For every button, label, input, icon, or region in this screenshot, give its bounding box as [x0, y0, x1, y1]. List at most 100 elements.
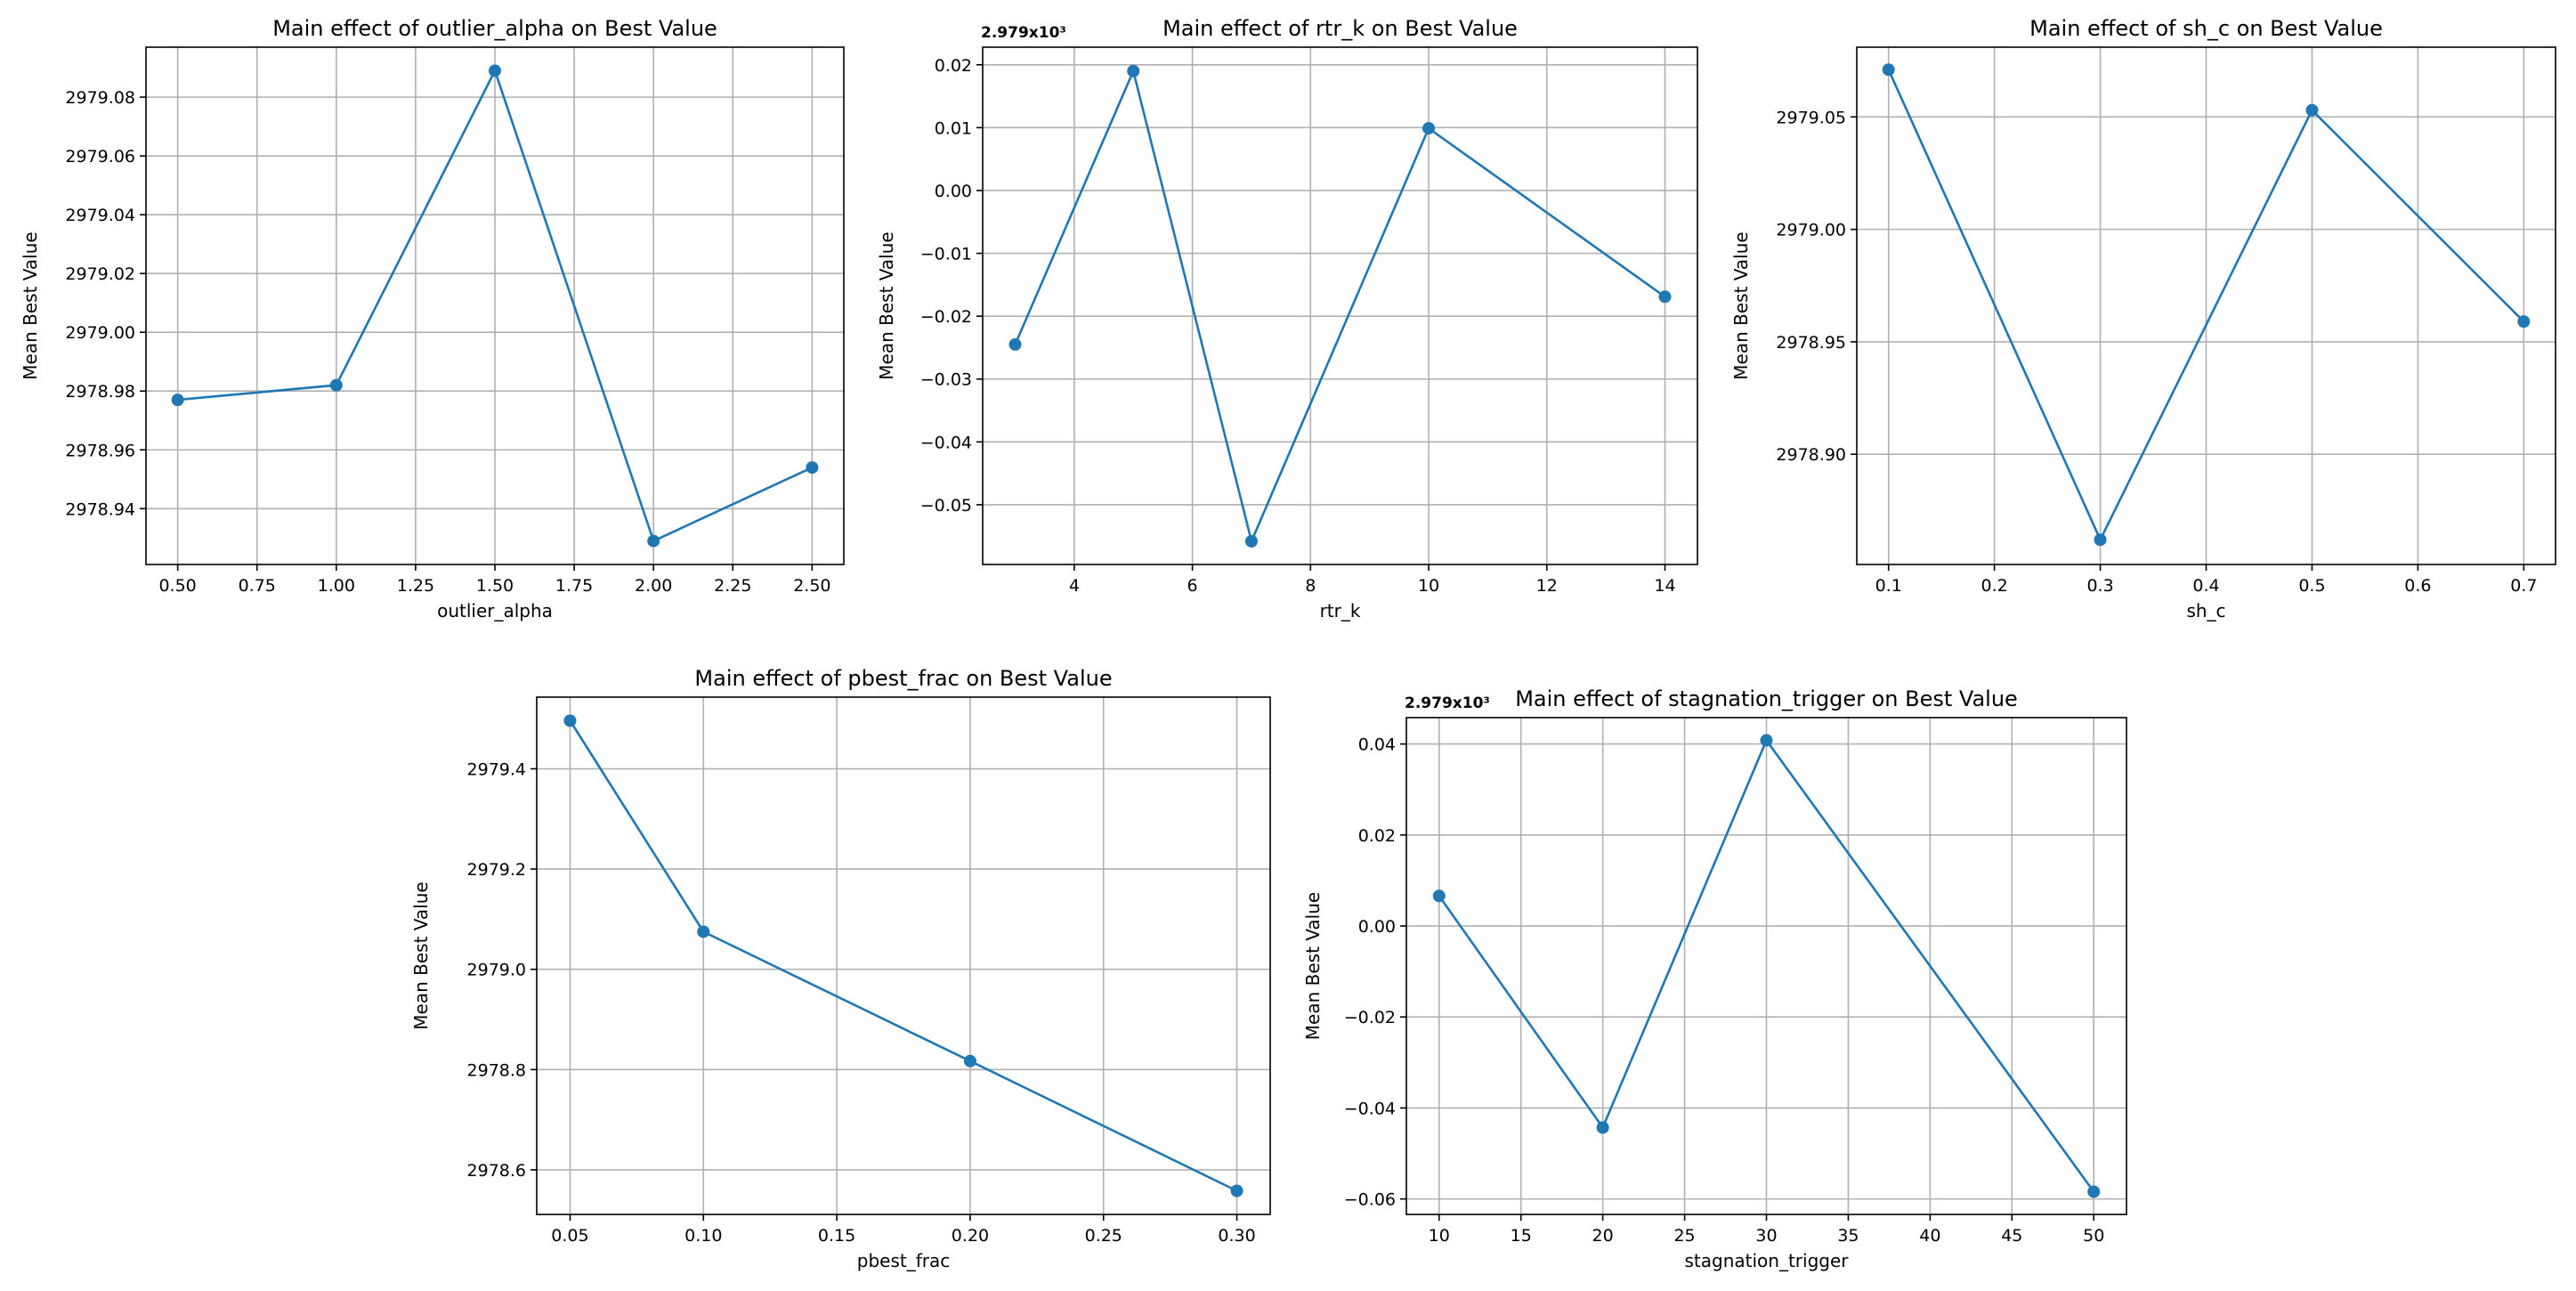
y-axis-label: Mean Best Value: [1302, 892, 1324, 1040]
x-tick-label: 0.30: [1218, 1226, 1255, 1246]
x-tick-label: 0.20: [952, 1226, 989, 1246]
y-tick-label: 2978.94: [65, 499, 135, 519]
data-point: [489, 64, 501, 77]
y-axis-offset: 2.979x10³: [1405, 694, 1490, 712]
data-point: [963, 1054, 976, 1068]
y-tick-label: 2979.04: [65, 206, 135, 225]
x-tick-label: 35: [1837, 1226, 1859, 1246]
x-tick-label: 0.6: [2404, 576, 2431, 596]
x-axis-label: rtr_k: [1320, 600, 1361, 621]
data-point: [563, 714, 577, 727]
x-tick-label: 15: [1511, 1226, 1532, 1246]
y-tick-label: −0.02: [1344, 1008, 1396, 1027]
x-tick-label: 0.10: [685, 1226, 722, 1246]
data-point: [329, 378, 343, 392]
data-point: [2094, 533, 2107, 547]
subplot-stagnation-trigger: Main effect of stagnation_trigger on Bes…: [1302, 686, 2127, 1271]
data-point: [2087, 1185, 2101, 1198]
y-axis-label: Mean Best Value: [20, 231, 41, 379]
x-tick-label: 1.25: [397, 576, 434, 596]
x-tick-label: 0.4: [2192, 576, 2219, 596]
x-tick-label: 4: [1069, 576, 1080, 596]
data-point: [697, 925, 710, 938]
y-tick-label: 2979.2: [467, 860, 526, 880]
y-tick-label: −0.01: [920, 245, 972, 264]
x-tick-label: 30: [1755, 1226, 1777, 1246]
series-line: [1014, 67, 1666, 545]
subplot-outlier-alpha: Main effect of outlier_alpha on Best Val…: [20, 16, 845, 621]
data-point: [1009, 337, 1022, 351]
data-point: [2305, 103, 2319, 117]
x-tick-label: 50: [2083, 1226, 2104, 1246]
series-line: [1438, 737, 2095, 1193]
y-tick-label: −0.04: [920, 433, 972, 452]
x-tick-label: 2.00: [635, 576, 672, 596]
x-tick-label: 1.00: [318, 576, 355, 596]
chart-title: Main effect of stagnation_trigger on Bes…: [1515, 686, 2018, 711]
x-tick-label: 6: [1187, 576, 1198, 596]
data-point: [806, 461, 819, 475]
subplot-pbest-frac: Main effect of pbest_frac on Best Value …: [410, 666, 1271, 1271]
x-tick-label: 12: [1536, 576, 1558, 596]
x-tick-label: 0.05: [551, 1226, 588, 1246]
data-point: [171, 394, 184, 407]
data-point: [1596, 1121, 1609, 1134]
x-tick-label: 0.15: [818, 1226, 855, 1246]
x-axis-label: pbest_frac: [857, 1250, 950, 1271]
y-tick-label: 0.02: [935, 56, 972, 76]
y-tick-label: 2978.95: [1776, 333, 1846, 353]
x-tick-label: 0.1: [1875, 576, 1902, 596]
y-tick-label: 2979.08: [65, 88, 135, 108]
data-point: [647, 534, 660, 548]
x-tick-label: 0.50: [158, 576, 196, 596]
chart-title: Main effect of sh_c on Best Value: [2029, 16, 2383, 41]
y-axis-label: Mean Best Value: [1730, 231, 1752, 379]
chart-title: Main effect of pbest_frac on Best Value: [694, 666, 1112, 691]
y-tick-label: −0.06: [1344, 1190, 1396, 1210]
x-tick-label: 45: [2001, 1226, 2022, 1246]
chart-title: Main effect of outlier_alpha on Best Val…: [272, 16, 717, 41]
y-tick-label: 2979.06: [65, 147, 135, 166]
data-point: [1244, 534, 1258, 548]
y-tick-label: 2978.8: [467, 1060, 526, 1080]
x-tick-label: 0.7: [2510, 576, 2537, 596]
data-point: [1760, 734, 1773, 747]
y-tick-label: 0.04: [1358, 735, 1396, 755]
y-tick-label: 2979.4: [467, 760, 526, 780]
x-tick-label: 1.50: [476, 576, 514, 596]
y-tick-label: 2979.0: [467, 961, 526, 980]
y-tick-label: −0.05: [920, 496, 972, 516]
series-line: [1887, 69, 2525, 543]
y-tick-label: 2978.98: [65, 382, 135, 402]
y-tick-label: 0.00: [1358, 917, 1396, 937]
y-tick-label: 0.00: [935, 182, 972, 201]
x-tick-label: 10: [1429, 1226, 1450, 1246]
subplot-sh-c: Main effect of sh_c on Best Value sh_c M…: [1730, 16, 2556, 621]
data-point: [1882, 63, 1895, 77]
data-point: [1127, 64, 1140, 77]
axes-frame: [536, 696, 1271, 1215]
y-tick-label: −0.03: [920, 370, 972, 390]
data-point: [1432, 889, 1446, 903]
x-tick-label: 0.25: [1085, 1226, 1122, 1246]
data-point: [1422, 122, 1436, 135]
y-tick-label: 2979.02: [65, 264, 135, 284]
y-axis-label: Mean Best Value: [410, 881, 432, 1029]
y-axis-offset: 2.979x10³: [981, 24, 1066, 42]
x-tick-label: 14: [1654, 576, 1675, 596]
x-tick-label: 40: [1919, 1226, 1940, 1246]
x-axis-label: outlier_alpha: [437, 600, 553, 621]
y-tick-label: 2979.00: [1776, 221, 1846, 240]
y-tick-label: 2978.6: [467, 1161, 526, 1181]
x-tick-label: 2.50: [793, 576, 830, 596]
x-tick-label: 0.75: [239, 576, 276, 596]
x-tick-label: 20: [1592, 1226, 1614, 1246]
y-tick-label: 2979.05: [1776, 108, 1846, 127]
y-tick-label: 0.02: [1358, 826, 1396, 846]
x-axis-label: stagnation_trigger: [1685, 1250, 1850, 1271]
x-axis-label: sh_c: [2186, 600, 2225, 621]
axes-frame: [982, 46, 1698, 565]
data-point: [1658, 290, 1672, 304]
x-tick-label: 2.25: [714, 576, 751, 596]
